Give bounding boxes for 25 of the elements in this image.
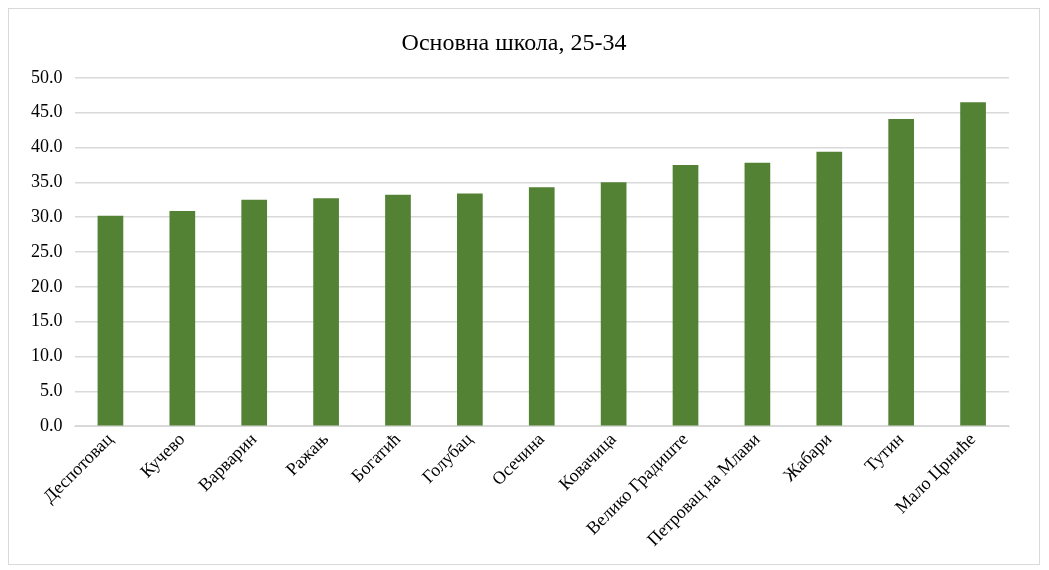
bar <box>457 193 483 426</box>
y-tick-label: 5.0 <box>40 380 63 401</box>
bar <box>97 215 124 426</box>
y-tick-label: 10.0 <box>31 345 63 366</box>
bar <box>241 199 268 426</box>
bar <box>672 164 699 426</box>
chart-title: Основна школа, 25-34 <box>401 28 627 55</box>
bar <box>744 162 771 426</box>
y-tick-label: 45.0 <box>31 101 63 122</box>
y-tick-label: 20.0 <box>31 275 63 296</box>
bar <box>816 151 843 426</box>
bar <box>960 102 986 426</box>
bar <box>313 198 339 426</box>
y-tick-label: 15.0 <box>31 310 63 331</box>
y-tick-label: 30.0 <box>31 205 63 226</box>
bar <box>888 118 915 426</box>
bar <box>528 187 555 426</box>
y-tick-label: 25.0 <box>31 240 63 261</box>
bar <box>600 182 627 426</box>
bar <box>385 194 411 426</box>
bar <box>169 210 196 426</box>
y-tick-label: 35.0 <box>31 171 63 192</box>
y-tick-label: 40.0 <box>31 136 63 157</box>
y-tick-label: 50.0 <box>31 66 63 87</box>
y-tick-label: 0.0 <box>40 414 63 435</box>
